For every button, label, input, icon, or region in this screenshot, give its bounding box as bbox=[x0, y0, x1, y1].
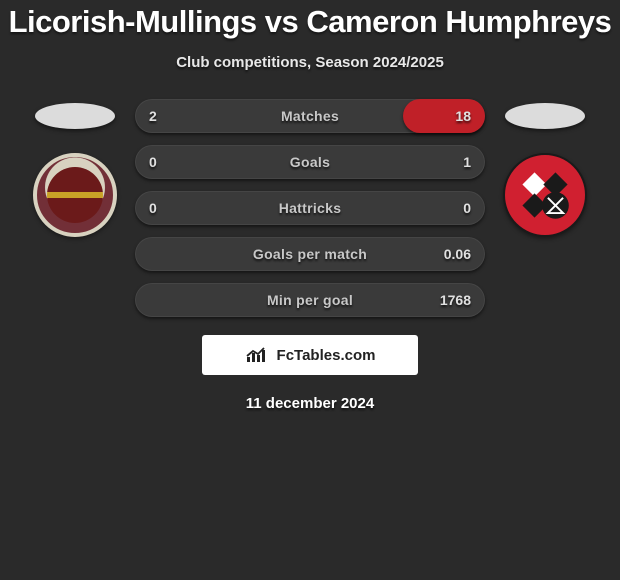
stat-row: Goals per match 0.06 bbox=[135, 237, 485, 271]
main-row: 2 Matches 18 0 Goals 1 0 Hattricks 0 Goals per ma… bbox=[0, 99, 620, 317]
bar-chart-icon bbox=[245, 346, 271, 364]
stat-row: 0 Hattricks 0 bbox=[135, 191, 485, 225]
stat-left-value: 2 bbox=[149, 108, 157, 124]
stat-right-value: 0 bbox=[463, 200, 471, 216]
crest-left bbox=[33, 153, 117, 237]
stat-row: 0 Goals 1 bbox=[135, 145, 485, 179]
stat-label: Goals per match bbox=[253, 246, 367, 262]
date: 11 december 2024 bbox=[0, 395, 620, 412]
watermark[interactable]: FcTables.com bbox=[202, 335, 418, 375]
stat-label: Hattricks bbox=[279, 200, 342, 216]
stat-row: Min per goal 1768 bbox=[135, 283, 485, 317]
stat-label: Matches bbox=[281, 108, 339, 124]
stat-right-value: 1768 bbox=[440, 292, 471, 308]
crest-right bbox=[503, 153, 587, 237]
stat-highlight bbox=[403, 99, 485, 133]
flag-right bbox=[505, 103, 585, 129]
comparison-card: Licorish-Mullings vs Cameron Humphreys C… bbox=[0, 0, 620, 412]
stats-column: 2 Matches 18 0 Goals 1 0 Hattricks 0 Goals per ma… bbox=[135, 99, 485, 317]
stat-left-value: 0 bbox=[149, 154, 157, 170]
stat-left-value: 0 bbox=[149, 200, 157, 216]
stat-label: Min per goal bbox=[267, 292, 353, 308]
stat-right-value: 1 bbox=[463, 154, 471, 170]
watermark-text: FcTables.com bbox=[277, 347, 376, 364]
flag-left bbox=[35, 103, 115, 129]
stat-right-value: 18 bbox=[455, 108, 471, 124]
left-side bbox=[25, 99, 125, 237]
stat-row: 2 Matches 18 bbox=[135, 99, 485, 133]
stat-label: Goals bbox=[290, 154, 330, 170]
subtitle: Club competitions, Season 2024/2025 bbox=[0, 54, 620, 71]
page-title: Licorish-Mullings vs Cameron Humphreys bbox=[0, 4, 620, 40]
stat-right-value: 0.06 bbox=[444, 246, 471, 262]
right-side bbox=[495, 99, 595, 237]
